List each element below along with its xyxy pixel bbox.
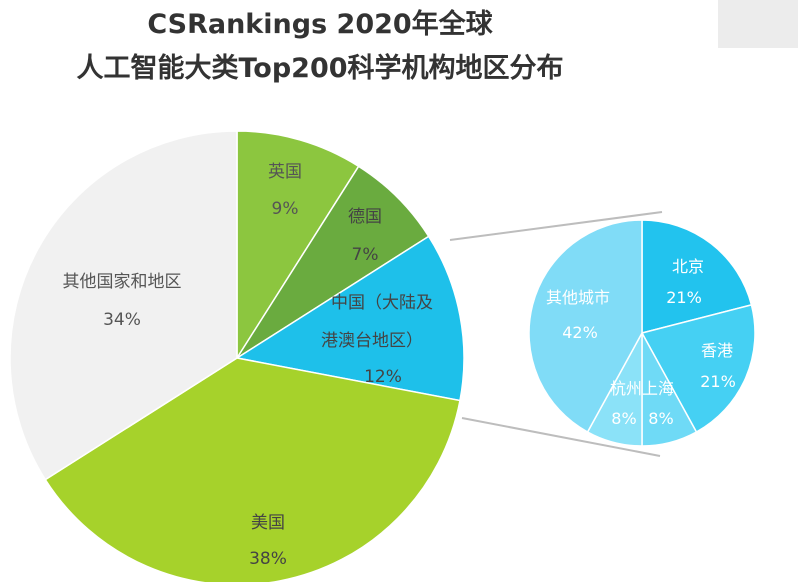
slice-value-china: 12% <box>364 367 402 387</box>
connector-line-bottom <box>461 417 661 457</box>
slice-value-usa: 38% <box>249 549 287 569</box>
sub-slice-value-beijing: 21% <box>666 288 702 307</box>
sub-slice-label-hangzhou-shanghai: 杭州上海 <box>610 379 674 398</box>
connector-line-top <box>449 211 663 241</box>
sub-slice-value-shanghai: 8% <box>648 409 673 428</box>
chart-title-line2: 人工智能大类Top200科学机构地区分布 <box>76 53 564 84</box>
sub-pie-slice-4 <box>528 219 643 434</box>
main-pie-slice-2 <box>234 235 465 402</box>
slice-label-usa: 美国 <box>251 513 285 533</box>
slice-label-china-line2: 港澳台地区） <box>321 331 423 351</box>
slice-label-china-line1: 中国（大陆及 <box>331 293 433 313</box>
sub-pie-slice-1 <box>640 303 756 434</box>
sub-slice-label-other-cities: 其他城市 <box>546 288 610 307</box>
slice-label-other-regions: 其他国家和地区 <box>63 272 182 292</box>
sub-slice-value-hangzhou: 8% <box>611 409 636 428</box>
corner-blur-patch <box>718 0 798 48</box>
main-pie <box>9 130 465 582</box>
main-pie-slice-4 <box>9 130 238 481</box>
slice-value-uk: 9% <box>272 199 299 219</box>
slice-value-other-regions: 34% <box>103 310 141 330</box>
main-pie-slice-0 <box>236 130 360 361</box>
slice-label-uk: 英国 <box>268 162 302 182</box>
slice-label-germany: 德国 <box>348 207 382 227</box>
breakout-pie <box>528 219 756 447</box>
sub-pie-slice-0 <box>641 219 753 334</box>
sub-slice-value-hongkong: 21% <box>700 372 736 391</box>
sub-slice-value-other-cities: 42% <box>562 323 598 342</box>
sub-slice-label-hongkong: 香港 <box>701 341 733 360</box>
sub-slice-label-beijing: 北京 <box>672 257 704 276</box>
slice-value-germany: 7% <box>352 245 379 265</box>
chart-title-line1: CSRankings 2020年全球 <box>147 9 493 40</box>
